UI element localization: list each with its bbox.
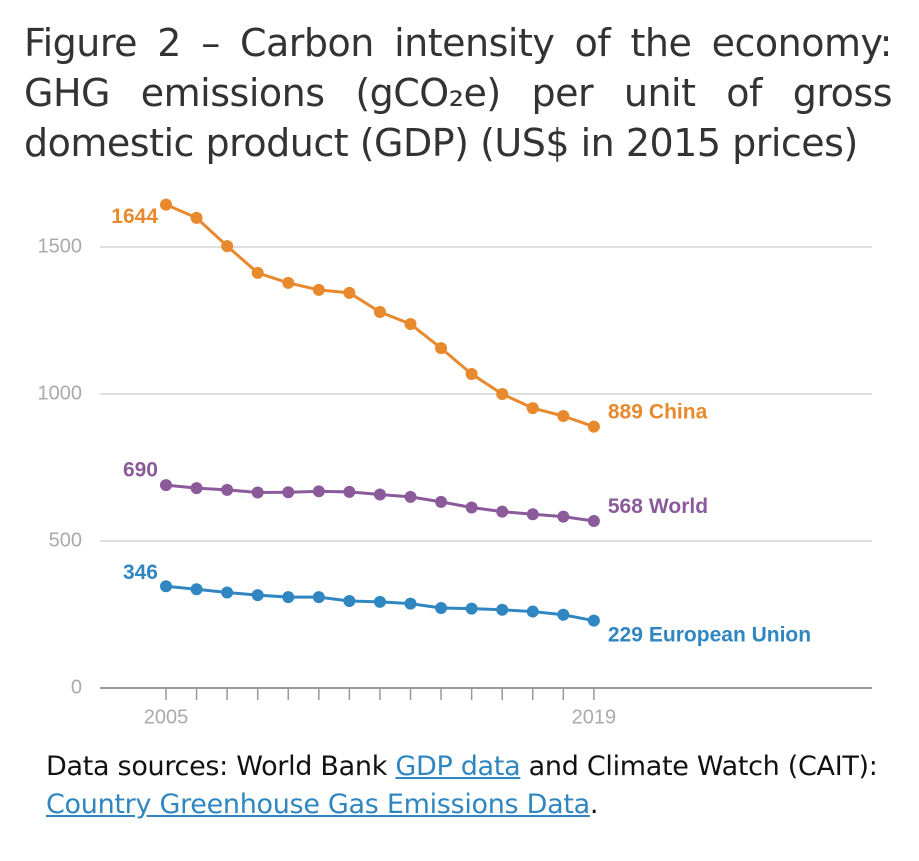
data-point <box>160 580 173 593</box>
data-label: 346 <box>123 561 158 584</box>
data-point <box>404 597 417 610</box>
end-label: 229 European Union <box>608 623 811 646</box>
source-text: and Climate Watch (CAIT): <box>528 751 878 782</box>
source-text: . <box>589 789 599 820</box>
data-point <box>312 591 325 604</box>
source-link[interactable]: Country Greenhouse Gas Emissions Data <box>46 789 590 820</box>
legend-entry: World <box>649 495 708 518</box>
data-point <box>435 495 448 508</box>
source-link[interactable]: GDP data <box>395 751 521 782</box>
data-label: 1644 <box>111 205 158 228</box>
data-point <box>526 402 539 415</box>
data-point <box>343 594 356 607</box>
data-point <box>435 602 448 615</box>
data-point <box>373 488 386 501</box>
legend-entry: China <box>649 400 708 423</box>
data-point <box>221 240 234 253</box>
data-point <box>496 505 509 518</box>
data-point <box>282 591 295 604</box>
y-tick-label: 0 <box>71 676 82 698</box>
legend-entry: European Union <box>649 623 811 646</box>
data-point <box>404 490 417 503</box>
data-point <box>343 485 356 498</box>
y-tick-label: 1000 <box>38 382 83 404</box>
data-label: 889 <box>608 400 643 423</box>
data-point <box>435 342 448 355</box>
data-point <box>404 318 417 331</box>
x-tick-label: 2005 <box>144 706 189 728</box>
data-point <box>526 508 539 521</box>
data-point <box>221 483 234 496</box>
data-point <box>526 605 539 618</box>
data-point <box>160 479 173 492</box>
data-point <box>465 368 478 381</box>
data-point <box>373 305 386 318</box>
source-text: Data sources: World Bank <box>46 751 388 782</box>
data-point <box>587 614 600 627</box>
end-label: 889 China <box>608 400 708 423</box>
data-label: 229 <box>608 623 643 646</box>
data-point <box>282 486 295 499</box>
chart-title: Figure 2 – Carbon intensity of the econo… <box>24 21 893 165</box>
data-point <box>251 266 264 279</box>
data-point <box>312 485 325 498</box>
chart: 0 500 1000 1500 2005 2019 1644 889 China 690 568 Wo… <box>38 198 872 728</box>
x-tick-label: 2019 <box>572 706 617 728</box>
data-point <box>160 198 173 211</box>
data-point <box>557 410 570 423</box>
data-point <box>221 586 234 599</box>
data-label: 568 <box>608 495 643 518</box>
data-point <box>190 482 203 495</box>
data-point <box>343 286 356 299</box>
data-point <box>557 608 570 621</box>
end-label: 568 World <box>608 495 708 518</box>
data-point <box>190 583 203 596</box>
data-point <box>282 276 295 289</box>
data-point <box>312 283 325 296</box>
data-point <box>587 420 600 433</box>
data-point <box>496 603 509 616</box>
data-point <box>251 486 264 499</box>
source-note: Data sources: World Bank GDP data and Cl… <box>46 748 906 824</box>
data-point <box>251 589 264 602</box>
y-tick-label: 1500 <box>38 235 83 257</box>
y-tick-label: 500 <box>49 529 82 551</box>
data-point <box>496 388 509 400</box>
data-point <box>557 510 570 523</box>
data-point <box>373 595 386 608</box>
data-point <box>465 602 478 615</box>
data-point <box>190 211 203 224</box>
data-point <box>587 515 600 528</box>
data-label: 690 <box>123 459 158 482</box>
data-point <box>465 501 478 514</box>
